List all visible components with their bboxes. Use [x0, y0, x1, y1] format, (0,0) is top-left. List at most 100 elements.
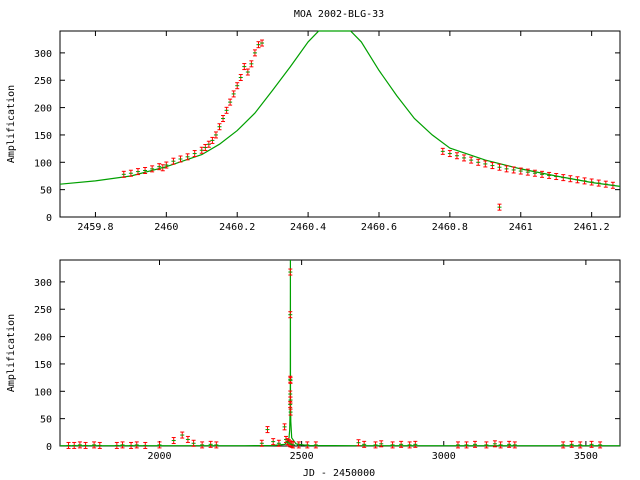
full-season-panel-data-point [120, 441, 125, 449]
zoom-panel-y-tick-label: 0 [46, 213, 52, 224]
full-season-panel-data-point [598, 441, 603, 449]
zoom-panel-x-tick-label: 2460 [154, 222, 178, 233]
zoom-panel-data-point [192, 150, 197, 158]
zoom-panel-data-point [249, 60, 254, 68]
full-season-panel-data-point [492, 440, 497, 448]
full-season-panel-data-point [288, 268, 293, 276]
zoom-panel-data-point [497, 163, 502, 171]
zoom-panel-data-point [610, 181, 615, 189]
full-season-panel-data-point [191, 439, 196, 447]
full-season-panel-y-tick-label: 0 [46, 442, 52, 453]
zoom-panel-y-axis-label: Amplification [6, 85, 17, 163]
zoom-panel-data-point [561, 174, 566, 182]
zoom-panel-y-tick-label: 100 [34, 158, 52, 169]
zoom-panel-data-point [454, 152, 459, 160]
full-season-panel-data-point [97, 441, 102, 449]
zoom-panel-y-tick-label: 200 [34, 104, 52, 115]
full-season-panel-data-point [578, 441, 583, 449]
full-season-panel-data-point [208, 440, 213, 448]
full-season-panel-data-point [407, 441, 412, 449]
zoom-panel-x-tick-label: 2461.2 [574, 222, 610, 233]
full-season-panel-data-point [305, 441, 310, 449]
full-season-panel-y-tick-label: 200 [34, 333, 52, 344]
zoom-panel-data-point [199, 146, 204, 154]
full-season-panel-data-point [373, 441, 378, 449]
zoom-panel-data-point [164, 161, 169, 169]
full-season-panel-data-point [288, 390, 293, 398]
zoom-panel-data-point [554, 173, 559, 181]
zoom-panel-data-point [185, 153, 190, 161]
zoom-panel-data-point [540, 170, 545, 178]
zoom-panel-ticks: 2459.8 2460 2460.2 2460.4 2460.6 2460.8 2461 24… [34, 31, 620, 233]
full-season-panel-data-point [276, 439, 281, 447]
zoom-panel-data-point [589, 178, 594, 186]
full-season-panel-data-point [143, 441, 148, 449]
zoom-panel-data-point [231, 90, 236, 98]
full-season-panel-data-point [180, 431, 185, 439]
zoom-panel-model-curve [59, 30, 621, 187]
full-season-panel-data-point [134, 441, 139, 449]
full-season-panel-data-point [484, 441, 489, 449]
zoom-panel-y-tick-label: 300 [34, 49, 52, 60]
full-season-panel-data-point [561, 441, 566, 449]
zoom-panel-data-point [135, 168, 140, 176]
zoom-panel-frame [59, 30, 621, 218]
full-season-panel-data-point [291, 441, 296, 449]
full-season-panel-y-tick-label: 50 [40, 415, 52, 426]
full-season-panel-y-tick-label: 250 [34, 305, 52, 316]
full-season-panel-data-point [390, 441, 395, 449]
full-season-panel-frame [59, 259, 621, 447]
full-season-panel-x-tick-label: 3000 [432, 451, 456, 462]
full-season-panel-data-point [498, 441, 503, 449]
zoom-panel-data-point [504, 165, 509, 173]
zoom-panel-data-point [490, 162, 495, 170]
zoom-panel-data-point [518, 167, 523, 175]
zoom-panel-data-point [121, 170, 126, 178]
zoom-panel-y-tick-label: 150 [34, 131, 52, 142]
full-season-panel-data-point [356, 439, 361, 447]
zoom-panel-data-point [228, 98, 233, 106]
zoom-panel-model-line [59, 30, 621, 187]
full-season-panel-y-axis-label: Amplification [6, 314, 17, 392]
zoom-panel-data-point [128, 169, 133, 177]
full-season-panel-data-point [455, 441, 460, 449]
full-season-panel-y-tick-label: 300 [34, 278, 52, 289]
zoom-panel-data-point [150, 165, 155, 173]
full-season-panel-data-point [313, 441, 318, 449]
full-season-panel-ticks: 2000 2500 3000 3500 0 50 100 150 200 250 300 [34, 260, 620, 462]
zoom-panel-data-point [497, 203, 502, 211]
zoom-panel-data-point [221, 115, 226, 123]
full-season-panel-y-tick-label: 100 [34, 387, 52, 398]
zoom-panel-x-tick-label: 2460.4 [290, 222, 326, 233]
zoom-panel-data-point [483, 160, 488, 168]
full-season-panel-data-point [72, 441, 77, 449]
zoom-panel-data-point [603, 180, 608, 188]
zoom-panel-data-points [121, 39, 615, 211]
zoom-panel-data-point [178, 155, 183, 163]
zoom-panel-data-point [245, 68, 250, 76]
full-season-panel-data-points [66, 268, 603, 449]
full-season-panel-data-point [288, 396, 293, 404]
zoom-panel-data-point [511, 166, 516, 174]
chart-title: MOA 2002-BLG-33 [294, 9, 384, 20]
zoom-panel-data-point [596, 179, 601, 187]
zoom-panel-data-point [532, 169, 537, 177]
zoom-panel-data-point [476, 158, 481, 166]
zoom-panel-x-tick-label: 2460.6 [361, 222, 397, 233]
zoom-panel-data-point [462, 154, 467, 162]
full-season-panel: 2000 2500 3000 3500 0 50 100 150 200 250 300 Ampli… [6, 259, 621, 479]
zoom-panel-data-point [157, 163, 162, 171]
full-season-panel-data-point [259, 439, 264, 447]
full-season-panel-data-point [214, 441, 219, 449]
zoom-panel-data-point [252, 49, 257, 57]
full-season-panel-model-curve [60, 259, 620, 447]
zoom-panel-data-point [469, 156, 474, 164]
zoom-panel-data-point [525, 168, 530, 176]
full-season-panel-data-point [114, 441, 119, 449]
full-season-panel-data-point [399, 440, 404, 448]
full-season-panel-data-point [129, 441, 134, 449]
zoom-panel-data-point [210, 136, 215, 144]
full-season-panel-data-point [83, 441, 88, 449]
full-season-panel-data-point [464, 441, 469, 449]
